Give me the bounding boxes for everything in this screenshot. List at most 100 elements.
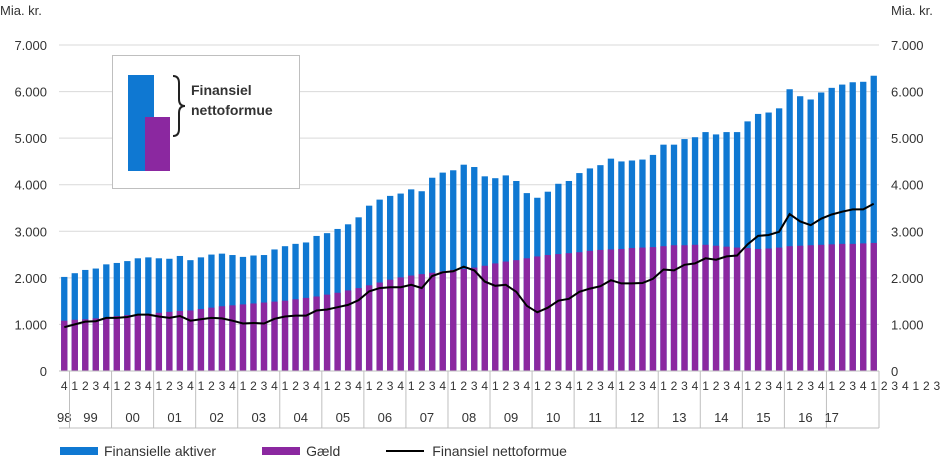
legend-label-debt: Gæld (306, 443, 341, 459)
debt-bar (849, 243, 856, 371)
x-tick-quarter: 4 (61, 379, 68, 393)
assets-bar (786, 89, 793, 371)
x-tick-quarter: 4 (313, 379, 320, 393)
x-tick-quarter: 1 (71, 379, 78, 393)
debt-bar (733, 247, 741, 371)
debt-bar (408, 275, 415, 371)
debt-bar (387, 279, 394, 371)
x-tick-quarter: 3 (345, 379, 352, 393)
x-tick-year: 04 (294, 410, 308, 425)
debt-bar (82, 319, 89, 371)
assets-bar (839, 84, 846, 371)
x-tick-quarter: 2 (545, 379, 552, 393)
debt-bar (334, 292, 341, 371)
x-tick-year: 09 (504, 410, 518, 425)
x-tick-quarter: 3 (92, 379, 99, 393)
x-tick-quarter: 2 (587, 379, 594, 393)
x-tick-quarter: 3 (933, 379, 940, 393)
debt-bar (471, 267, 478, 371)
x-tick-quarter: 4 (271, 379, 278, 393)
inset-label: Finansiel nettoformue (191, 80, 273, 120)
x-tick-quarter: 3 (513, 379, 520, 393)
x-tick-quarter: 4 (818, 379, 825, 393)
y-tick-label-right: 0 (891, 364, 898, 379)
debt-bar-series (61, 242, 877, 371)
x-tick-year: 03 (252, 410, 266, 425)
y-tick-label-right: 4.000 (891, 178, 924, 193)
debt-bar (166, 311, 173, 371)
assets-bar (797, 96, 804, 371)
debt-bar (176, 310, 184, 371)
debt-bar (513, 260, 520, 371)
assets-bar (807, 99, 814, 371)
debt-bar (765, 248, 772, 371)
debt-bar (576, 252, 583, 371)
x-tick-quarter: 2 (166, 379, 173, 393)
x-tick-quarter: 3 (429, 379, 436, 393)
x-tick-quarter: 1 (744, 379, 751, 393)
x-tick-year: 05 (336, 410, 350, 425)
x-tick-year: 17 (824, 410, 838, 425)
debt-bar (775, 247, 783, 371)
assets-bar (765, 112, 772, 372)
x-tick-quarter: 4 (566, 379, 573, 393)
y-tick-label-left: 6.000 (14, 85, 47, 100)
x-tick-year: 07 (420, 410, 434, 425)
x-tick-quarter: 4 (187, 379, 194, 393)
x-tick-quarter: 3 (555, 379, 562, 393)
x-tick-quarter: 2 (460, 379, 467, 393)
debt-bar (702, 244, 709, 371)
x-tick-quarter: 2 (881, 379, 888, 393)
assets-bar (775, 108, 783, 371)
x-tick-quarter: 4 (692, 379, 699, 393)
debt-bar (145, 313, 152, 371)
debt-bar (397, 277, 404, 371)
debt-bar (607, 249, 615, 371)
debt-bar (544, 255, 551, 371)
debt-bar (208, 307, 215, 371)
assets-bar (460, 164, 467, 371)
x-tick-quarter: 1 (408, 379, 415, 393)
debt-bar (365, 285, 373, 371)
debt-bar (723, 246, 730, 371)
legend-item-assets: Finansielle aktiver (60, 443, 216, 459)
legend-item-debt: Gæld (262, 443, 340, 459)
x-tick-year: 16 (798, 410, 812, 425)
x-tick-year: 02 (209, 410, 223, 425)
debt-bar (313, 296, 320, 371)
x-tick-quarter: 1 (534, 379, 541, 393)
x-tick-quarter: 1 (576, 379, 583, 393)
brace-icon (172, 75, 186, 137)
x-tick-year: 01 (167, 410, 181, 425)
y-tick-label-right: 6.000 (891, 85, 924, 100)
x-tick-year: 13 (672, 410, 686, 425)
x-tick-quarter: 1 (450, 379, 457, 393)
assets-bar (860, 81, 867, 371)
legend-label-assets: Finansielle aktiver (104, 443, 217, 459)
debt-bar (492, 263, 499, 371)
x-tick-quarter: 2 (82, 379, 89, 393)
x-tick-quarter: 3 (681, 379, 688, 393)
debt-bar (134, 314, 141, 371)
x-tick-quarter: 1 (786, 379, 793, 393)
x-tick-year: 11 (588, 410, 602, 425)
debt-bar (218, 306, 226, 371)
legend: Finansielle aktiver Gæld Finansiel netto… (60, 441, 613, 461)
x-tick-quarter: 2 (124, 379, 131, 393)
debt-bar (155, 312, 163, 371)
y-tick-label-left: 1.000 (14, 317, 47, 332)
debt-bar (670, 245, 678, 371)
debt-bar (376, 282, 383, 371)
debt-bar (597, 249, 604, 371)
legend-swatch-assets (60, 447, 98, 455)
debt-bar (281, 300, 289, 371)
debt-bar (187, 310, 194, 371)
inset-label-line1: Finansiel (191, 82, 252, 98)
inset-label-line2: nettoformue (191, 102, 273, 118)
debt-bar (565, 253, 573, 371)
debt-bar (450, 269, 457, 371)
x-tick-quarter: 4 (103, 379, 110, 393)
debt-bar (61, 320, 68, 371)
x-tick-quarter: 1 (870, 379, 877, 393)
